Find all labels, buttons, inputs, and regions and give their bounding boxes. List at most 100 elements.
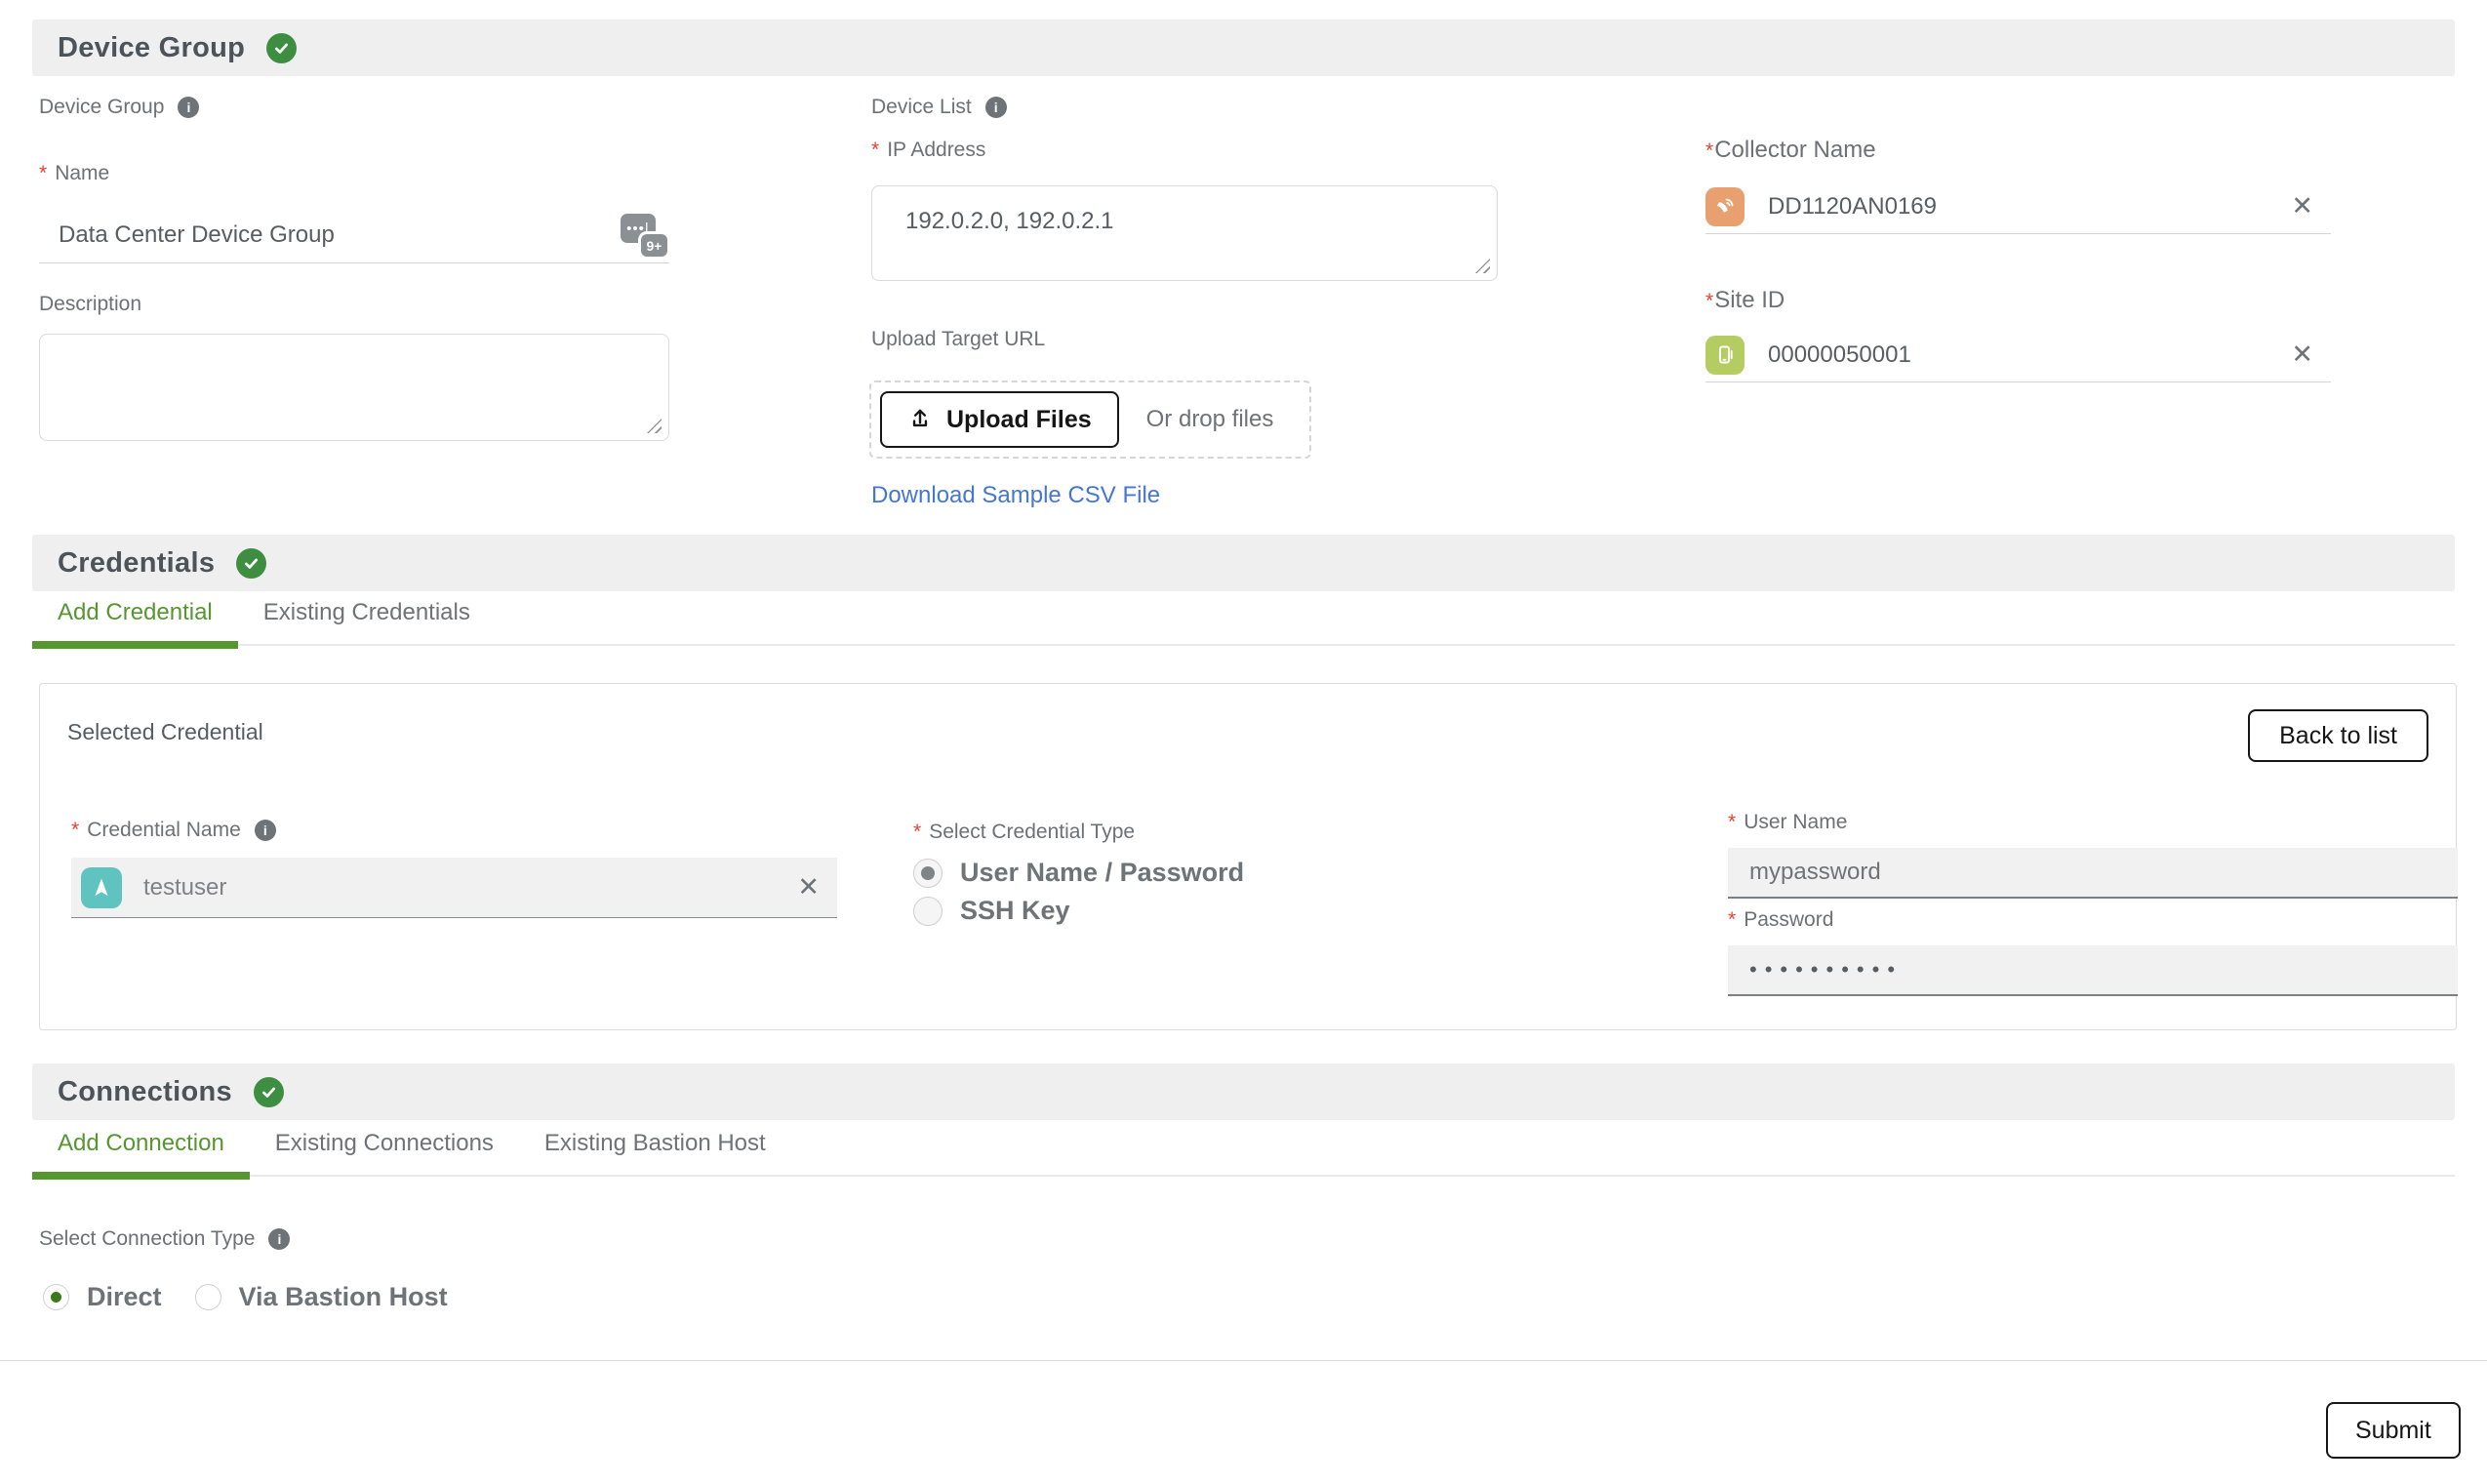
credential-type-group: * Select Credential Type User Name / Pass… [913,821,1244,926]
credentials-section-title: Credentials [58,546,216,579]
radio-unselected-icon[interactable] [913,896,943,926]
required-marker: * [1728,811,1737,833]
radio-via-bastion-host-label: Via Bastion Host [238,1282,448,1311]
ip-address-label: IP Address [887,139,986,161]
ip-address-value: 192.0.2.0, 192.0.2.1 [905,208,1114,234]
device-group-label: Device Group [39,96,165,118]
upload-icon [912,409,928,427]
resize-handle-icon[interactable] [1475,259,1490,273]
ip-address-textarea[interactable]: 192.0.2.0, 192.0.2.1 [871,185,1498,281]
selected-credential-title: Selected Credential [67,719,263,744]
credential-name-field-group: * Credential Name i testuser ✕ [71,819,837,918]
name-label: Name [55,162,110,184]
required-marker: * [1705,290,1714,312]
required-marker: * [913,821,922,843]
credential-name-field[interactable]: testuser ✕ [71,858,837,918]
password-field-group: * Password •••••••••• [1728,908,2458,996]
radio-via-bastion-host[interactable]: Via Bastion Host [194,1282,448,1312]
password-input[interactable]: •••••••••• [1728,945,2458,996]
site-id-value: 00000050001 [1768,341,1911,368]
clear-credential-icon[interactable]: ✕ [797,872,820,902]
tab-existing-credentials[interactable]: Existing Credentials [262,599,470,625]
device-group-section-header: Device Group [32,20,2455,76]
collector-name-field[interactable]: DD1120AN0169 ✕ [1705,180,2331,234]
ip-address-field-group: * IP Address 192.0.2.0, 192.0.2.1 [871,139,1498,281]
credential-name-value: testuser [143,873,227,901]
tab-add-connection[interactable]: Add Connection [32,1130,250,1180]
tab-existing-connections[interactable]: Existing Connections [274,1130,494,1156]
download-sample-csv-link[interactable]: Download Sample CSV File [871,482,1161,508]
name-field-group: * Name Data Center Device Group •••| 9+ [39,162,669,263]
connection-type-radios: Direct Via Bastion Host [43,1282,448,1312]
radio-direct[interactable]: Direct [43,1282,162,1312]
info-icon[interactable]: i [178,97,200,118]
site-id-field[interactable]: 00000050001 ✕ [1705,328,2331,382]
footer-divider [0,1360,2487,1361]
connections-section-title: Connections [58,1075,232,1107]
selected-credential-panel: Selected Credential Back to list * Creden… [39,683,2458,1030]
upload-files-label: Upload Files [946,405,1092,433]
required-marker: * [1728,908,1737,931]
password-masked-value: •••••••••• [1749,957,1904,982]
required-marker: * [71,819,80,841]
or-drop-files-text: Or drop files [1145,406,1274,432]
name-input[interactable]: Data Center Device Group •••| 9+ [39,207,669,263]
password-manager-dots: •••| [621,214,656,243]
radio-selected-icon[interactable] [913,858,943,888]
file-drop-zone[interactable]: Upload Files Or drop files [869,381,1312,459]
credentials-section-header: Credentials [32,535,2455,591]
radio-username-password-label: User Name / Password [960,858,1245,887]
password-manager-autofill-icon[interactable]: •••| 9+ [621,212,667,257]
description-textarea[interactable] [39,334,669,441]
section-complete-check-icon [266,32,298,63]
upload-target-url-label: Upload Target URL [871,328,1046,350]
device-list-label: Device List [871,96,972,118]
username-value: mypassword [1749,859,1881,885]
credentials-tab-row: Add Credential Existing Credentials [32,599,2455,649]
device-group-label-row: Device Group i [39,96,200,119]
password-label: Password [1744,908,1834,931]
connection-type-label: Select Connection Type [39,1227,256,1250]
radio-ssh-key-label: SSH Key [960,896,1070,925]
device-list-label-row: Device List i [871,96,1007,119]
section-complete-check-icon [236,547,267,579]
info-icon[interactable]: i [984,97,1007,118]
site-id-label: Site ID [1714,287,1785,313]
radio-username-password[interactable]: User Name / Password [913,858,1244,888]
upload-files-button[interactable]: Upload Files [880,391,1119,448]
radio-unselected-icon[interactable] [194,1284,221,1310]
credential-plane-icon [81,866,122,908]
name-input-value: Data Center Device Group [59,221,335,248]
radio-ssh-key[interactable]: SSH Key [913,896,1244,926]
connections-section-header: Connections [32,1063,2455,1120]
radio-direct-label: Direct [87,1282,162,1311]
info-icon[interactable]: i [268,1228,291,1250]
credential-type-label: Select Credential Type [929,821,1136,843]
back-to-list-button[interactable]: Back to list [2248,709,2428,762]
password-manager-badge: 9+ [641,234,667,257]
clear-site-icon[interactable]: ✕ [2291,340,2313,369]
description-field-group: Description [39,293,669,441]
info-icon[interactable]: i [254,820,276,841]
collector-satellite-icon [1705,186,1745,226]
tab-add-credential[interactable]: Add Credential [32,599,238,649]
resize-handle-icon[interactable] [647,419,662,433]
username-field-group: * User Name mypassword [1728,811,2458,899]
clear-collector-icon[interactable]: ✕ [2291,191,2313,221]
site-device-icon [1705,335,1745,375]
connections-tab-row: Add Connection Existing Connections Exis… [32,1130,2455,1180]
submit-button[interactable]: Submit [2326,1402,2461,1459]
site-id-label-row: *Site ID [1705,287,1785,314]
tab-existing-bastion-host[interactable]: Existing Bastion Host [543,1130,766,1156]
description-label: Description [39,293,142,315]
collector-name-value: DD1120AN0169 [1768,192,1938,220]
username-label: User Name [1744,811,1848,833]
connection-type-label-row: Select Connection Type i [39,1227,291,1251]
radio-selected-icon[interactable] [43,1284,69,1310]
collector-name-label-row: *Collector Name [1705,137,1876,164]
collector-name-label: Collector Name [1714,137,1876,163]
device-group-section-title: Device Group [58,31,246,63]
username-input[interactable]: mypassword [1728,848,2458,899]
required-marker: * [871,139,880,161]
